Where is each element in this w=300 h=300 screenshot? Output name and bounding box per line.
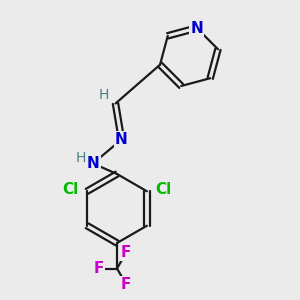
Text: N: N xyxy=(87,156,99,171)
Text: H: H xyxy=(75,151,85,165)
Text: Cl: Cl xyxy=(62,182,79,197)
Text: F: F xyxy=(121,277,131,292)
Text: F: F xyxy=(121,245,131,260)
Text: N: N xyxy=(115,132,128,147)
Text: Cl: Cl xyxy=(155,182,172,197)
Text: F: F xyxy=(93,261,103,276)
Text: H: H xyxy=(99,88,109,102)
Text: N: N xyxy=(190,20,203,35)
